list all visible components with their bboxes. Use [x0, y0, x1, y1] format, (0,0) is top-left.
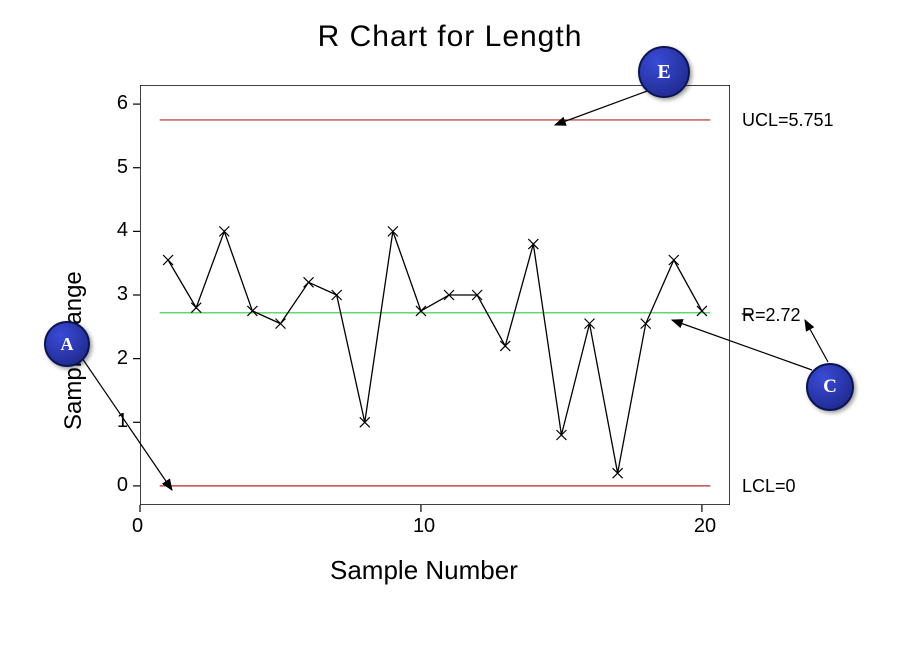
y-tick: 0 [117, 474, 128, 497]
rbar-label: _ R=2.72 [742, 305, 801, 326]
callout-arrow [805, 320, 828, 362]
y-tick: 6 [117, 92, 128, 115]
y-tick: 4 [117, 219, 128, 242]
x-tick: 0 [132, 515, 143, 538]
y-tick: 1 [117, 410, 128, 433]
y-tick: 3 [117, 283, 128, 306]
callout-a-letter: A [61, 334, 74, 355]
callout-c: C [806, 363, 854, 411]
ucl-label: UCL=5.751 [742, 110, 834, 131]
lcl-label: LCL=0 [742, 476, 796, 497]
x-tick: 20 [694, 515, 716, 538]
callout-e-letter: E [657, 61, 670, 84]
y-tick: 2 [117, 347, 128, 370]
callout-arrow [672, 320, 812, 370]
x-axis-label: Sample Number [330, 555, 518, 586]
callout-arrow [555, 90, 650, 125]
x-tick: 10 [413, 515, 435, 538]
callout-c-letter: C [823, 376, 837, 398]
stage: R Chart for Length Sample Range Sample N… [0, 0, 900, 650]
y-tick: 5 [117, 156, 128, 179]
callout-a: A [44, 321, 90, 367]
callout-e: E [638, 46, 690, 98]
